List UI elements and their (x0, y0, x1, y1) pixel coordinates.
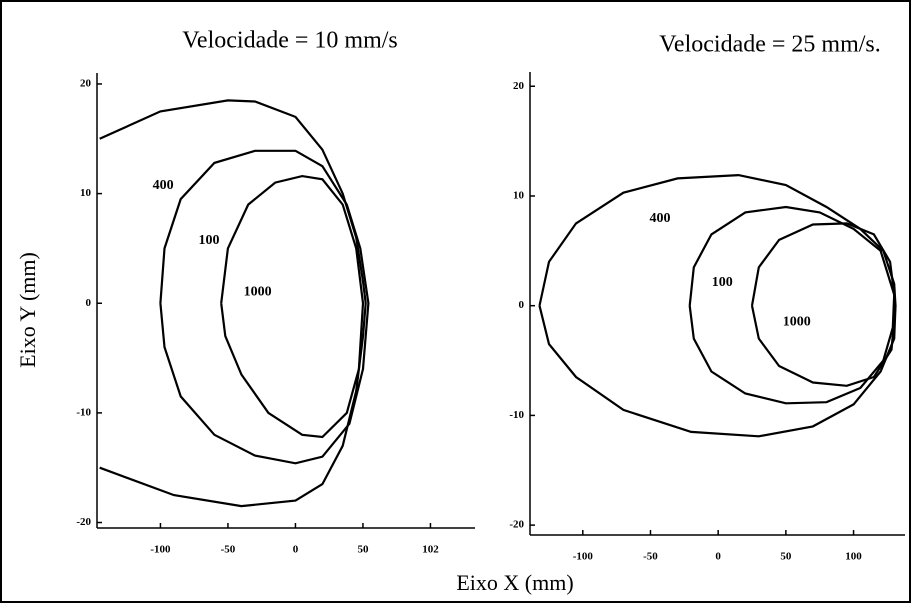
y-tick-label: 20 (513, 80, 525, 92)
curve-label: 1000 (244, 284, 272, 299)
y-tick-label: -20 (76, 516, 91, 528)
x-axis-label: Eixo X (mm) (456, 570, 573, 595)
y-axis-label: Eixo Y (mm) (15, 252, 40, 368)
x-tick-label: -50 (221, 544, 236, 556)
curve (538, 173, 897, 438)
curve (99, 99, 367, 508)
x-tick-label: 0 (715, 551, 721, 563)
x-tick-label: -100 (573, 551, 594, 563)
curve (750, 222, 897, 387)
x-tick-label: -50 (643, 551, 658, 563)
curve-label: 400 (153, 178, 174, 193)
curve (220, 174, 365, 439)
y-tick-label: -10 (509, 409, 524, 421)
curve-label: 1000 (783, 314, 811, 329)
curve-label: 100 (199, 233, 220, 248)
x-tick-label: 102 (422, 544, 439, 556)
y-tick-label: 0 (86, 297, 92, 309)
curve-label: 100 (712, 275, 733, 290)
y-tick-label: -20 (509, 519, 524, 531)
x-tick-label: -100 (150, 544, 171, 556)
x-tick-label: 50 (357, 544, 369, 556)
x-tick-label: 100 (845, 551, 862, 563)
x-tick-label: 0 (293, 544, 299, 556)
curve (688, 205, 896, 405)
y-tick-label: -10 (76, 406, 91, 418)
chart-title: Velocidade = 25 mm/s. (659, 32, 881, 58)
x-tick-label: 50 (780, 551, 792, 563)
y-tick-label: 20 (80, 77, 92, 89)
curve (159, 149, 370, 465)
y-tick-label: 0 (519, 299, 525, 311)
y-tick-label: 10 (513, 190, 525, 202)
chart-title: Velocidade = 10 mm/s (182, 28, 398, 54)
curve-label: 400 (649, 211, 670, 226)
y-tick-label: 10 (80, 187, 92, 199)
